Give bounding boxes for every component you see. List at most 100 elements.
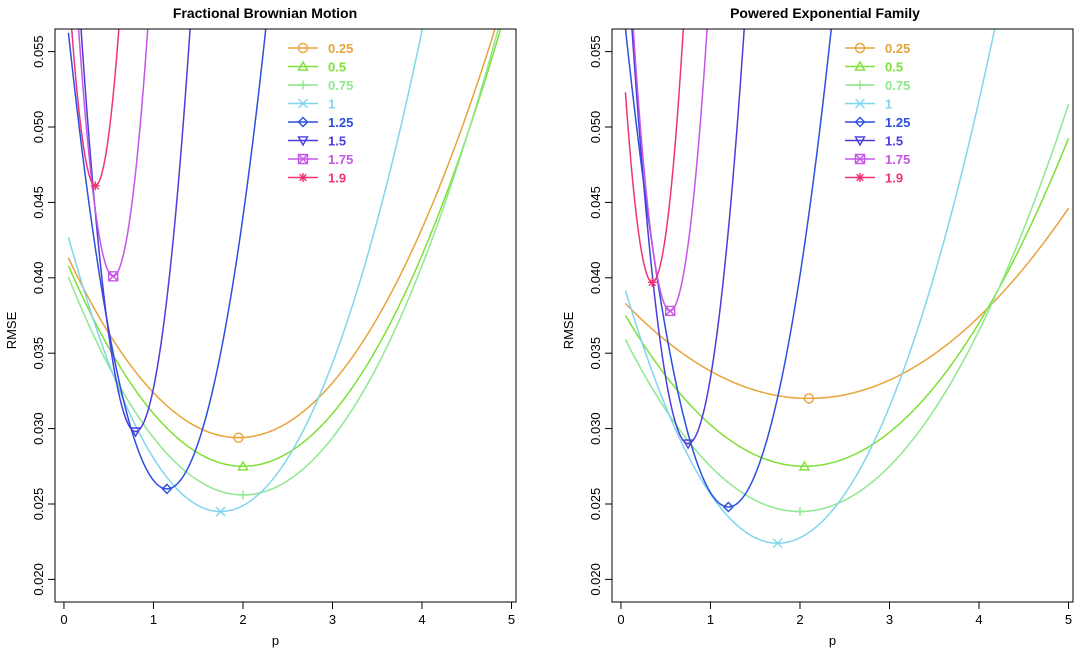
x-tick-label: 1 [707,612,714,627]
legend-label-1.9: 1.9 [328,171,346,186]
legend-label-0.25: 0.25 [328,41,353,56]
legend-label-1.25: 1.25 [328,115,353,130]
legend-label-0.25: 0.25 [885,41,910,56]
x-tick-label: 5 [508,612,515,627]
series-line-1.75 [632,29,708,312]
panel-fractional-brownian-motion: Fractional Brownian Motion 0 1 2 3 4 5 0.020 0.0… [4,5,517,648]
min-marker-1.25 [722,501,734,513]
series-line-1.9 [70,29,120,187]
panel-powered-exponential-family: Powered Exponential Family 0 1 2 3 4 5 0.020 0.0… [561,5,1074,648]
series-line-1.75 [77,29,149,278]
legend-marker-1.9 [298,173,308,182]
min-marker-1 [215,506,226,517]
y-tick-label: 0.050 [31,111,46,144]
x-tick-label: 2 [796,612,803,627]
x-axis-title: p [829,633,836,648]
y-tick-label: 0.050 [588,111,603,144]
min-marker-0.75 [795,507,805,517]
legend-label-1.75: 1.75 [328,152,353,167]
legend-marker-0.5 [297,60,309,71]
legend: 0.25 0.5 0.75 1 1.25 1.5 1.75 1.9 [288,41,353,186]
series-line-1.25 [624,29,832,508]
series-line-0.75 [67,29,500,496]
legend-label-1.5: 1.5 [885,134,903,149]
y-axis-title: RMSE [561,311,576,349]
series-line-1 [67,29,424,513]
y-tick-label: 0.020 [31,563,46,596]
series-line-0.25 [67,29,496,439]
y-tick-label: 0.030 [588,412,603,445]
y-tick-label: 0.045 [31,186,46,219]
min-marker-1.9 [647,277,657,287]
x-tick-label: 2 [239,612,246,627]
y-axis-title: RMSE [4,311,19,349]
series-line-1.25 [67,29,267,490]
legend-marker-1.75 [297,153,309,165]
legend-marker-0.75 [298,80,308,90]
min-marker-0.25 [233,432,244,443]
legend-label-1.5: 1.5 [328,134,346,149]
y-tick-label: 0.025 [31,488,46,521]
series-line-0.5 [67,29,502,468]
series-line-1.5 [631,29,745,445]
legend-marker-0.25 [854,42,866,54]
legend-marker-1.5 [854,136,866,147]
series-line-0.5 [624,137,1070,468]
min-marker-0.25 [803,393,815,404]
legend-marker-0.75 [855,80,865,90]
legend-label-0.75: 0.75 [328,78,353,93]
y-tick-label: 0.055 [588,35,603,68]
legend-marker-1 [298,98,308,109]
legend-marker-1 [855,98,865,109]
y-tick-label: 0.040 [31,262,46,295]
legend-label-1: 1 [885,97,892,112]
min-marker-1.5 [682,439,694,450]
legend-marker-0.25 [297,42,309,54]
min-marker-1.5 [129,427,142,438]
min-marker-0.5 [237,460,249,471]
legend-marker-1.9 [855,173,865,182]
series-line-1 [624,29,996,544]
min-marker-0.75 [238,490,248,500]
legend-label-1.25: 1.25 [885,115,910,130]
series-line-0.75 [624,104,1070,513]
legend: 0.25 0.5 0.75 1 1.25 1.5 1.75 1.9 [845,41,910,186]
x-tick-label: 0 [617,612,624,627]
y-tick-label: 0.035 [588,337,603,370]
y-tick-label: 0.045 [588,186,603,219]
min-marker-1 [772,538,783,549]
y-tick-label: 0.020 [588,563,603,596]
legend-marker-1.75 [854,153,866,165]
series-lines [67,29,502,517]
x-tick-label: 4 [418,612,425,627]
min-marker-1.75 [107,271,119,282]
y-tick-label: 0.030 [31,412,46,445]
series-lines [624,29,1070,549]
legend-label-1: 1 [328,97,335,112]
legend-marker-1.25 [297,116,309,128]
min-marker-1.9 [90,181,100,191]
legend-marker-0.5 [854,60,866,71]
legend-label-0.5: 0.5 [328,60,346,75]
min-marker-1.25 [161,483,173,495]
y-tick-label: 0.025 [588,488,603,521]
x-tick-label: 3 [886,612,893,627]
x-tick-label: 3 [329,612,336,627]
chart-title: Fractional Brownian Motion [173,5,357,21]
chart-title: Powered Exponential Family [730,5,920,21]
min-marker-1.75 [664,305,676,317]
x-tick-label: 4 [975,612,982,627]
x-axis-title: p [272,633,279,648]
legend-label-1.9: 1.9 [885,171,903,186]
x-tick-label: 5 [1065,612,1072,627]
plot-frame [611,28,1074,603]
min-marker-0.5 [798,460,811,471]
legend-marker-1.5 [297,136,309,147]
legend-marker-1.25 [854,116,866,128]
series-line-0.25 [624,207,1070,400]
plot-frame [54,28,517,603]
legend-label-0.5: 0.5 [885,60,903,75]
y-tick-label: 0.055 [31,35,46,68]
series-line-1.5 [80,29,191,433]
